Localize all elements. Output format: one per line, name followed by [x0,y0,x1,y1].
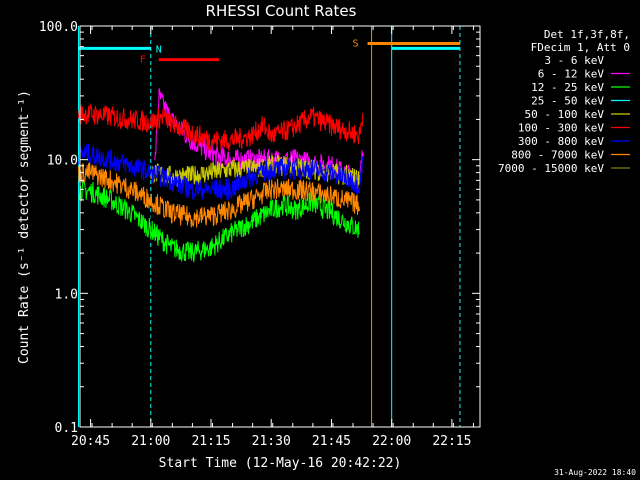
plot-frame [79,25,481,428]
series-line [78,102,364,152]
legend: Det 1f,3f,8f, FDecim 1, Att 0 3 - 6 keV6… [498,28,630,175]
y-axis-label: Count Rate (s⁻¹ detector segment⁻¹) [17,90,32,364]
legend-entry-label: 7000 - 15000 keV [498,162,604,175]
y-tick-label: 0.1 [55,421,78,436]
x-tick-label: 22:00 [372,434,411,449]
annotation-label: F [140,55,146,66]
legend-entry-label: 12 - 25 keV [531,81,604,94]
y-tick-label: 100.0 [39,20,78,35]
legend-entry-label: 3 - 6 keV [544,54,604,67]
y-tick-label: 10.0 [47,154,78,169]
x-tick-label: 21:45 [312,434,351,449]
chart-title: RHESSI Count Rates [206,2,357,20]
x-tick-label: 20:45 [71,434,110,449]
x-tick-label: 21:15 [191,434,230,449]
legend-header-decimation: FDecim 1, Att 0 [531,41,630,54]
series-line [154,88,364,190]
footer-date: 31-Aug-2022 18:40 [554,468,636,477]
series-line [78,179,360,263]
axes: 0.1 1.0 10.0 100.0 20:45 21:00 21:15 21:30 21:45… [39,20,481,449]
legend-entry-label: 25 - 50 keV [531,95,604,108]
legend-entry-label: 100 - 300 keV [518,122,604,135]
series-line [150,154,360,190]
series-line [78,143,364,201]
legend-entry-label: 800 - 7000 keV [511,149,604,162]
legend-entry-label: 50 - 100 keV [525,108,605,121]
y-tick-label: 1.0 [55,287,78,302]
plot-area: NF S [78,26,461,427]
legend-entry-label: 6 - 12 keV [538,68,605,81]
x-tick-label: 21:00 [131,434,170,449]
annotation-label: N [156,44,162,55]
x-axis-label: Start Time (12-May-16 20:42:22) [159,456,402,471]
x-tick-label: 21:30 [252,434,291,449]
legend-entry-label: 300 - 800 keV [518,135,604,148]
series-line [78,162,360,228]
annotation-label: S [353,38,359,49]
legend-header-detectors: Det 1f,3f,8f, [544,28,630,41]
x-tick-label: 22:15 [432,434,471,449]
